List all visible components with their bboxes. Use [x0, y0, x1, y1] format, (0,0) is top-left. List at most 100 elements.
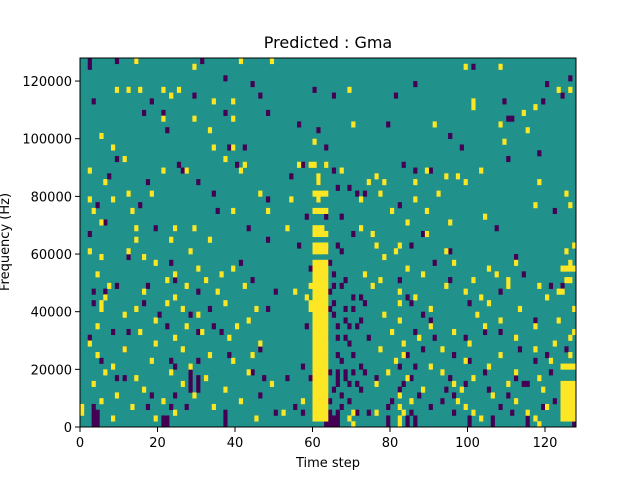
heatmap-cell-high	[521, 109, 526, 116]
heatmap-cell-high	[316, 369, 321, 376]
heatmap-cell-low	[328, 259, 333, 266]
heatmap-cell-high	[169, 92, 174, 99]
x-tick-label: 60	[304, 436, 321, 451]
heatmap-cell-low	[328, 288, 333, 295]
heatmap-cell-low	[483, 369, 488, 376]
heatmap-cell-high	[382, 254, 387, 261]
heatmap-cell-low	[91, 409, 96, 416]
heatmap-cell-high	[545, 294, 550, 301]
heatmap-cell-low	[351, 369, 356, 376]
heatmap-cell-high	[161, 115, 166, 122]
heatmap-cell-low	[467, 357, 472, 364]
heatmap-cell-low	[560, 92, 565, 99]
heatmap-cell-low	[196, 386, 201, 393]
heatmap-cell-high	[397, 415, 402, 422]
x-tick-label: 80	[382, 436, 399, 451]
heatmap-cell-high	[572, 392, 577, 399]
heatmap-cell-low	[405, 415, 410, 422]
heatmap-cell-low	[405, 352, 410, 359]
heatmap-cell-high	[514, 334, 519, 341]
heatmap-cell-high	[312, 363, 317, 370]
heatmap-cell-high	[471, 409, 476, 416]
heatmap-cell-high	[324, 334, 329, 341]
heatmap-cell-high	[242, 282, 247, 289]
heatmap-cell-low	[95, 409, 100, 416]
heatmap-cell-low	[347, 398, 352, 405]
heatmap-cell-low	[413, 328, 418, 336]
heatmap-cell-high	[444, 173, 449, 180]
heatmap-cell-low	[114, 375, 120, 382]
heatmap-cell-high	[173, 225, 178, 232]
heatmap-cell-high	[568, 415, 573, 422]
heatmap-cell-high	[382, 311, 387, 318]
heatmap-cell-high	[316, 352, 321, 359]
heatmap-cell-low	[552, 398, 557, 405]
heatmap-cell-low	[335, 323, 340, 330]
heatmap-cell-high	[564, 277, 569, 284]
heatmap-cell-high	[572, 363, 577, 370]
heatmap-cell-high	[316, 248, 321, 255]
heatmap-cell-low	[339, 403, 344, 411]
heatmap-cell-low	[506, 115, 511, 122]
heatmap-cell-low	[525, 421, 530, 428]
heatmap-cell-low	[390, 398, 395, 405]
heatmap-cell-high	[312, 346, 317, 353]
heatmap-cell-high	[316, 225, 321, 232]
heatmap-cell-high	[87, 167, 92, 174]
heatmap-cell-high	[316, 375, 321, 382]
heatmap-cell-low	[498, 403, 503, 411]
heatmap-cell-high	[552, 340, 557, 347]
heatmap-cell-high	[359, 196, 364, 203]
heatmap-cell-low	[347, 340, 352, 347]
heatmap-cell-high	[316, 305, 321, 312]
heatmap-cell-low	[401, 380, 406, 387]
heatmap-cell-high	[324, 392, 329, 399]
heatmap-cell-high	[238, 167, 244, 174]
heatmap-cell-low	[250, 369, 255, 376]
heatmap-cell-low	[548, 369, 554, 376]
heatmap-cell-high	[312, 311, 317, 318]
heatmap-cell-low	[153, 225, 158, 232]
heatmap-cell-low	[335, 184, 340, 191]
heatmap-cell-low	[250, 277, 255, 284]
heatmap-cell-low	[289, 173, 294, 180]
heatmap-cell-high	[312, 242, 317, 249]
heatmap-cell-high	[572, 265, 577, 272]
heatmap-cell-high	[541, 386, 546, 393]
heatmap-cell-low	[169, 259, 174, 266]
heatmap-cell-high	[95, 323, 100, 330]
heatmap-cell-low	[107, 173, 112, 180]
heatmap-cell-low	[308, 375, 313, 382]
heatmap-cell-low	[192, 92, 197, 99]
heatmap-cell-high	[324, 398, 329, 405]
heatmap-cell-low	[331, 421, 337, 428]
heatmap-cell-low	[362, 190, 368, 197]
heatmap-cell-high	[320, 323, 325, 330]
heatmap-cell-high	[320, 271, 325, 278]
heatmap-cell-high	[285, 225, 290, 232]
heatmap-cell-high	[324, 357, 329, 364]
heatmap-cell-high	[320, 328, 325, 336]
heatmap-cell-high	[324, 282, 329, 289]
heatmap-cell-high	[374, 242, 379, 249]
heatmap-cell-low	[180, 167, 185, 174]
heatmap-cell-low	[417, 392, 422, 399]
heatmap-cell-high	[316, 300, 321, 307]
heatmap-cell-high	[312, 352, 317, 359]
heatmap-cell-high	[502, 138, 507, 145]
heatmap-cell-high	[564, 248, 569, 255]
heatmap-cell-low	[452, 352, 457, 359]
heatmap-cell-low	[235, 161, 240, 168]
heatmap-cell-low	[99, 357, 104, 364]
heatmap-cell-high	[324, 294, 329, 301]
heatmap-cell-low	[359, 363, 364, 370]
heatmap-cell-low	[300, 161, 306, 168]
heatmap-cell-high	[479, 415, 484, 422]
heatmap-cell-high	[196, 265, 201, 272]
heatmap-cell-high	[316, 173, 321, 180]
heatmap-cell-low	[126, 328, 131, 336]
heatmap-cell-high	[184, 323, 189, 330]
heatmap-cell-high	[514, 259, 519, 266]
heatmap-cell-high	[568, 380, 573, 387]
heatmap-cell-high	[370, 230, 375, 238]
